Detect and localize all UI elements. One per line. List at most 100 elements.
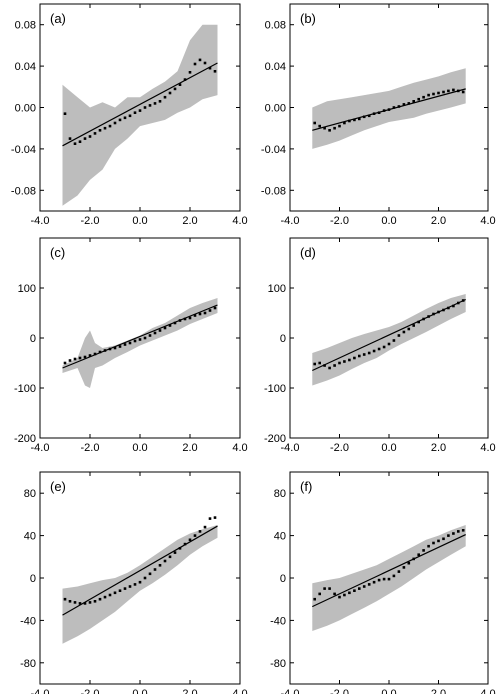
data-point bbox=[348, 591, 351, 595]
data-point bbox=[333, 592, 336, 596]
data-point bbox=[358, 117, 361, 121]
data-point bbox=[93, 600, 97, 603]
data-point bbox=[118, 118, 122, 122]
data-point bbox=[442, 537, 445, 541]
data-point bbox=[412, 100, 415, 103]
data-point bbox=[461, 529, 465, 532]
data-point bbox=[78, 602, 82, 605]
x-tick-label: 2.0 bbox=[182, 215, 197, 227]
data-point bbox=[362, 585, 366, 588]
data-point bbox=[128, 585, 132, 588]
data-point bbox=[123, 587, 127, 590]
data-point bbox=[333, 364, 336, 367]
data-point bbox=[422, 317, 425, 321]
data-point bbox=[178, 83, 182, 86]
data-point bbox=[168, 324, 172, 327]
data-point bbox=[402, 566, 406, 569]
data-point bbox=[447, 89, 450, 93]
data-point bbox=[203, 525, 207, 529]
data-point bbox=[457, 89, 460, 93]
data-point bbox=[138, 580, 142, 584]
data-point bbox=[63, 597, 67, 601]
y-tick-label: 100 bbox=[268, 283, 286, 295]
data-point bbox=[133, 111, 137, 114]
data-point bbox=[103, 126, 107, 130]
fit-line bbox=[62, 304, 218, 369]
data-point bbox=[168, 91, 172, 95]
data-point bbox=[313, 362, 316, 366]
data-point bbox=[193, 534, 197, 537]
y-tick-label: 0.08 bbox=[265, 20, 286, 32]
data-point bbox=[392, 106, 396, 109]
data-point bbox=[382, 345, 386, 349]
data-point bbox=[353, 356, 356, 360]
y-tick-label: -0.08 bbox=[261, 185, 286, 197]
data-point bbox=[208, 309, 212, 312]
data-point bbox=[457, 530, 460, 533]
data-point bbox=[203, 61, 207, 65]
panel-label: (d) bbox=[300, 245, 316, 260]
data-point bbox=[213, 70, 217, 73]
data-point bbox=[73, 357, 77, 361]
data-point bbox=[68, 600, 72, 603]
fit-line bbox=[62, 62, 218, 147]
data-point bbox=[318, 124, 321, 128]
x-tick-label: 0.0 bbox=[132, 215, 147, 227]
y-tick-label: -40 bbox=[20, 615, 36, 627]
data-point bbox=[68, 137, 72, 140]
data-point bbox=[387, 577, 391, 581]
fit-line bbox=[312, 298, 466, 372]
panel-b: -4.0 -2.0 0.0 2.0 4.0 0.08 0.04 0.00 -0.04 -0.08 (… bbox=[261, 3, 496, 227]
y-tick-label: 0 bbox=[30, 333, 36, 345]
data-point bbox=[183, 78, 187, 81]
data-point bbox=[168, 555, 172, 559]
data-point bbox=[208, 66, 212, 70]
data-point bbox=[143, 336, 147, 340]
data-point bbox=[88, 354, 92, 357]
data-point bbox=[193, 62, 197, 66]
x-tick-label: 2.0 bbox=[182, 442, 197, 454]
data-point bbox=[88, 601, 92, 604]
data-point bbox=[372, 349, 376, 353]
x-tick-label: -4.0 bbox=[281, 688, 300, 694]
data-point bbox=[387, 108, 391, 111]
data-point bbox=[328, 587, 331, 590]
data-point bbox=[362, 353, 366, 356]
data-point bbox=[412, 557, 415, 561]
data-point bbox=[387, 342, 391, 346]
data-point bbox=[153, 331, 157, 335]
panel-a: -4.0 -2.0 0.0 2.0 4.0 0.08 0.04 0.00 -0.04 -0.08 (… bbox=[11, 3, 248, 227]
data-point bbox=[313, 121, 316, 125]
data-point bbox=[377, 111, 381, 114]
data-point bbox=[338, 124, 341, 128]
data-point bbox=[437, 310, 440, 314]
panel-d: -4.0 -2.0 0.0 2.0 4.0 100 0 -100 -200 (d) bbox=[264, 237, 496, 454]
data-point bbox=[422, 95, 425, 99]
data-point bbox=[461, 90, 465, 94]
data-point bbox=[313, 597, 316, 601]
panel-label: (f) bbox=[300, 479, 312, 494]
data-point bbox=[417, 553, 420, 556]
y-tick-label: 0.04 bbox=[15, 61, 36, 73]
x-tick-label: 4.0 bbox=[232, 442, 247, 454]
data-point bbox=[392, 339, 396, 342]
spread-band bbox=[62, 525, 218, 644]
x-tick-label: 0.0 bbox=[132, 688, 147, 694]
x-tick-label: 2.0 bbox=[431, 688, 446, 694]
data-point bbox=[213, 306, 217, 310]
data-point bbox=[323, 126, 326, 130]
data-point bbox=[173, 321, 177, 325]
data-point bbox=[432, 92, 435, 96]
data-point bbox=[83, 602, 87, 605]
y-tick-label: 0 bbox=[280, 333, 286, 345]
data-point bbox=[362, 115, 366, 119]
data-point bbox=[198, 58, 202, 62]
y-tick-label: -200 bbox=[264, 433, 286, 445]
data-point bbox=[103, 595, 107, 599]
y-tick-label: -80 bbox=[20, 658, 36, 670]
panel-label: (e) bbox=[50, 479, 66, 494]
data-point bbox=[442, 308, 445, 312]
y-tick-label: 40 bbox=[24, 531, 36, 543]
data-point bbox=[437, 539, 440, 543]
